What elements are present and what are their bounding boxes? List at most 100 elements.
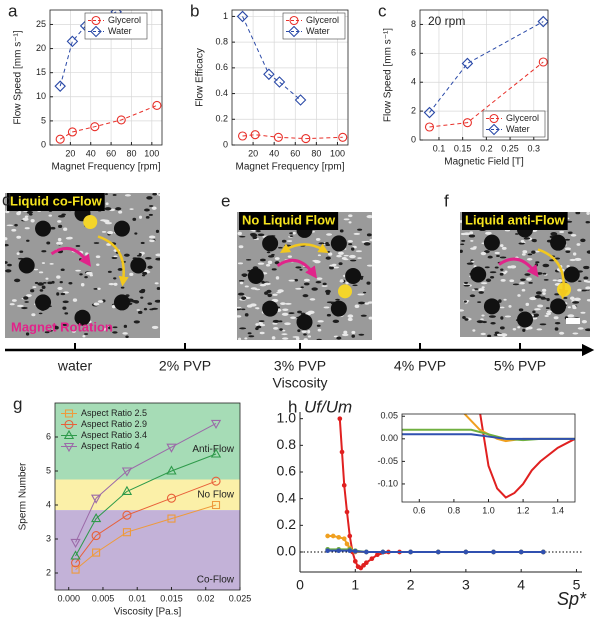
marker — [375, 552, 380, 558]
texture — [255, 323, 259, 326]
x-tick-label: 40 — [86, 148, 96, 158]
legend-marker — [489, 113, 499, 124]
texture — [141, 274, 146, 277]
texture — [314, 260, 321, 264]
texture — [58, 224, 63, 228]
legend-box — [282, 12, 346, 40]
texture — [57, 237, 62, 242]
texture — [480, 251, 487, 256]
panel-letter: a — [8, 1, 18, 20]
texture — [481, 286, 485, 289]
texture — [501, 246, 507, 250]
texture — [115, 207, 122, 211]
y-tick-label: 20 — [36, 43, 46, 53]
x-axis-label: Sp* — [557, 589, 587, 609]
marker — [337, 416, 343, 422]
marker — [166, 493, 177, 503]
plot-background — [402, 414, 575, 502]
texture — [75, 269, 81, 272]
texture — [494, 331, 500, 335]
texture — [274, 257, 280, 261]
x-tick-label: 0.2 — [480, 143, 493, 153]
panel-letter: e — [221, 191, 230, 210]
x-tick-label: 0.02 — [197, 593, 215, 603]
marker — [423, 106, 436, 119]
marker — [210, 419, 222, 430]
series-line — [59, 11, 117, 87]
x-axis-label: Magnet Frequency [rpm] — [52, 162, 161, 173]
y-tick-label: -0.10 — [377, 478, 398, 488]
texture — [242, 275, 247, 278]
texture — [117, 268, 123, 271]
marker — [364, 560, 369, 566]
texture — [254, 307, 259, 309]
texture — [299, 268, 303, 271]
texture — [585, 221, 590, 224]
texture — [30, 289, 35, 293]
marker — [491, 549, 496, 555]
texture — [134, 232, 138, 235]
x-axis-label: Magnet Frequency [rpm] — [236, 162, 345, 173]
scale-bar — [566, 318, 580, 324]
texture — [531, 238, 537, 242]
texture — [244, 313, 249, 317]
y-tick-label: 0 — [223, 139, 228, 149]
texture — [528, 281, 533, 284]
marker — [462, 118, 472, 128]
marker — [330, 533, 336, 539]
panel-letter: c — [378, 1, 387, 20]
y-axis-label: Flow Efficacy — [195, 48, 206, 107]
marker — [91, 531, 101, 541]
marker — [70, 550, 81, 560]
texture — [16, 235, 22, 239]
texture — [279, 328, 283, 331]
texture — [281, 333, 288, 336]
texture — [341, 333, 349, 337]
texture — [124, 194, 131, 197]
texture — [22, 217, 29, 221]
marker — [538, 57, 548, 67]
texture — [267, 293, 272, 298]
texture — [469, 294, 476, 298]
y-tick-label: 2 — [46, 567, 51, 577]
texture — [56, 275, 61, 279]
photo-image — [5, 193, 160, 338]
texture — [155, 257, 160, 261]
marker — [352, 548, 358, 554]
magnet-blob — [262, 300, 279, 317]
chart: 0 5 10 15 20 25 20 40 60 80 100 a Magnet Frequency [… — [8, 1, 163, 173]
texture — [584, 328, 590, 332]
texture — [48, 214, 53, 217]
x-axis-label: Viscosity [Pa.s] — [114, 607, 182, 618]
magnet-blob — [330, 235, 347, 252]
texture — [288, 312, 295, 314]
texture — [338, 251, 344, 255]
marker — [352, 558, 358, 564]
texture — [573, 297, 581, 301]
x-tick-label: 60 — [106, 148, 116, 158]
marker — [339, 449, 345, 455]
texture — [350, 259, 357, 262]
texture — [339, 229, 344, 233]
series-line — [479, 414, 575, 499]
texture — [57, 286, 63, 290]
marker — [341, 482, 347, 488]
texture — [284, 302, 292, 305]
photo: Liquid anti-Flow — [460, 212, 590, 337]
texture — [281, 312, 289, 316]
panel-letter: g — [13, 394, 22, 413]
texture — [26, 210, 33, 214]
texture — [520, 239, 525, 243]
texture — [123, 253, 130, 257]
texture — [576, 243, 581, 246]
texture — [113, 282, 118, 286]
texture — [352, 284, 358, 287]
texture — [583, 279, 588, 283]
texture — [267, 260, 273, 265]
texture — [363, 242, 371, 246]
texture — [309, 298, 316, 301]
texture — [362, 291, 367, 294]
texture — [250, 287, 258, 290]
texture — [259, 323, 266, 327]
